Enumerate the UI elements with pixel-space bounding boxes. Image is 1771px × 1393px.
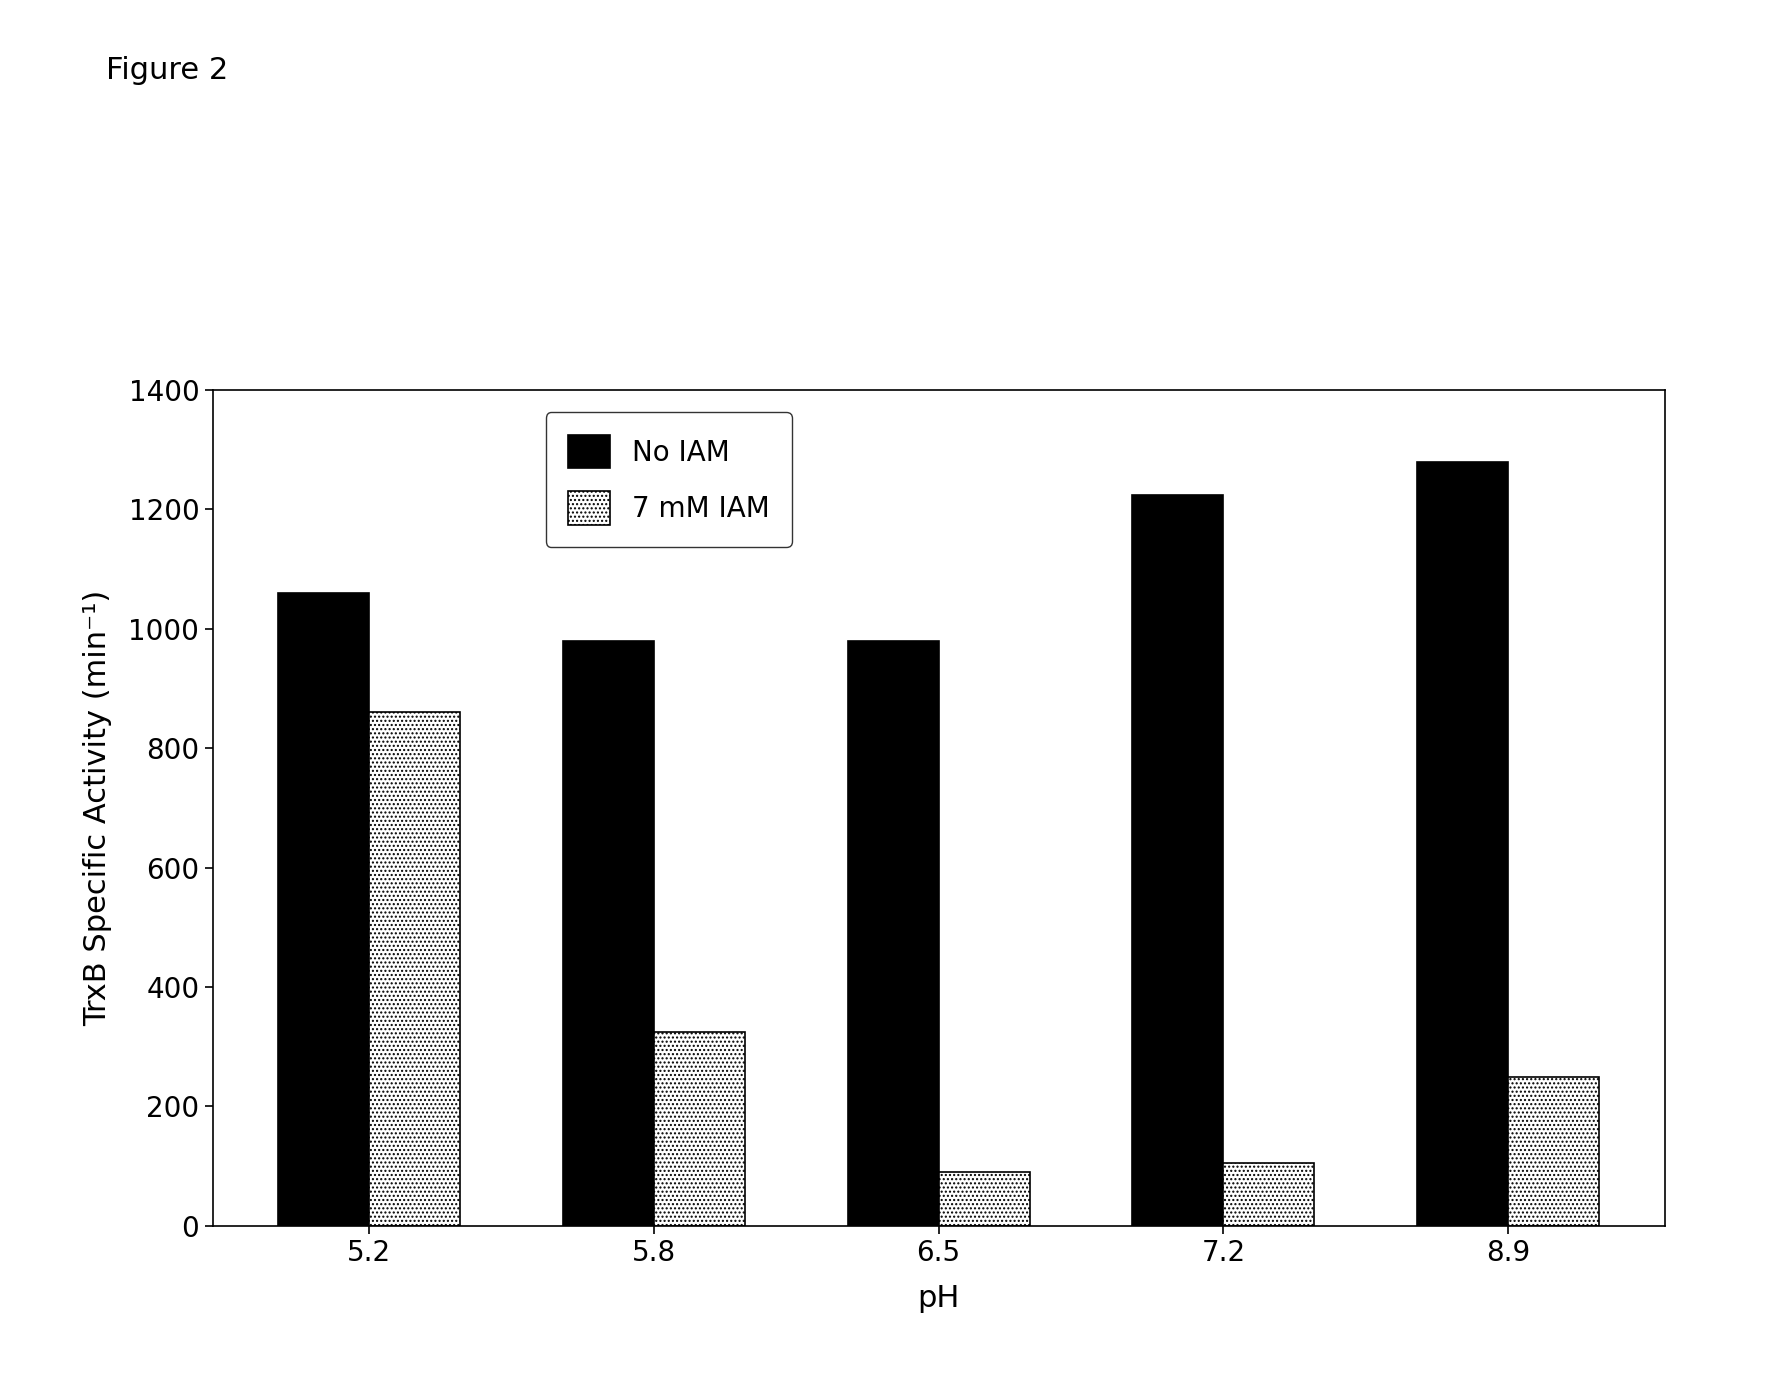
Bar: [278, 593, 368, 1226]
Bar: [653, 1032, 746, 1226]
Text: Figure 2: Figure 2: [106, 56, 228, 85]
Bar: [368, 712, 460, 1226]
Bar: [1509, 1077, 1599, 1226]
Bar: [1132, 495, 1224, 1226]
Bar: [563, 641, 653, 1226]
Bar: [848, 641, 939, 1226]
Bar: [939, 1172, 1029, 1226]
Y-axis label: TrxB Specific Activity (min⁻¹): TrxB Specific Activity (min⁻¹): [83, 589, 112, 1027]
Legend: No IAM, 7 mM IAM: No IAM, 7 mM IAM: [545, 412, 792, 546]
X-axis label: pH: pH: [917, 1284, 960, 1312]
Bar: [1417, 461, 1509, 1226]
Bar: [1224, 1163, 1314, 1226]
